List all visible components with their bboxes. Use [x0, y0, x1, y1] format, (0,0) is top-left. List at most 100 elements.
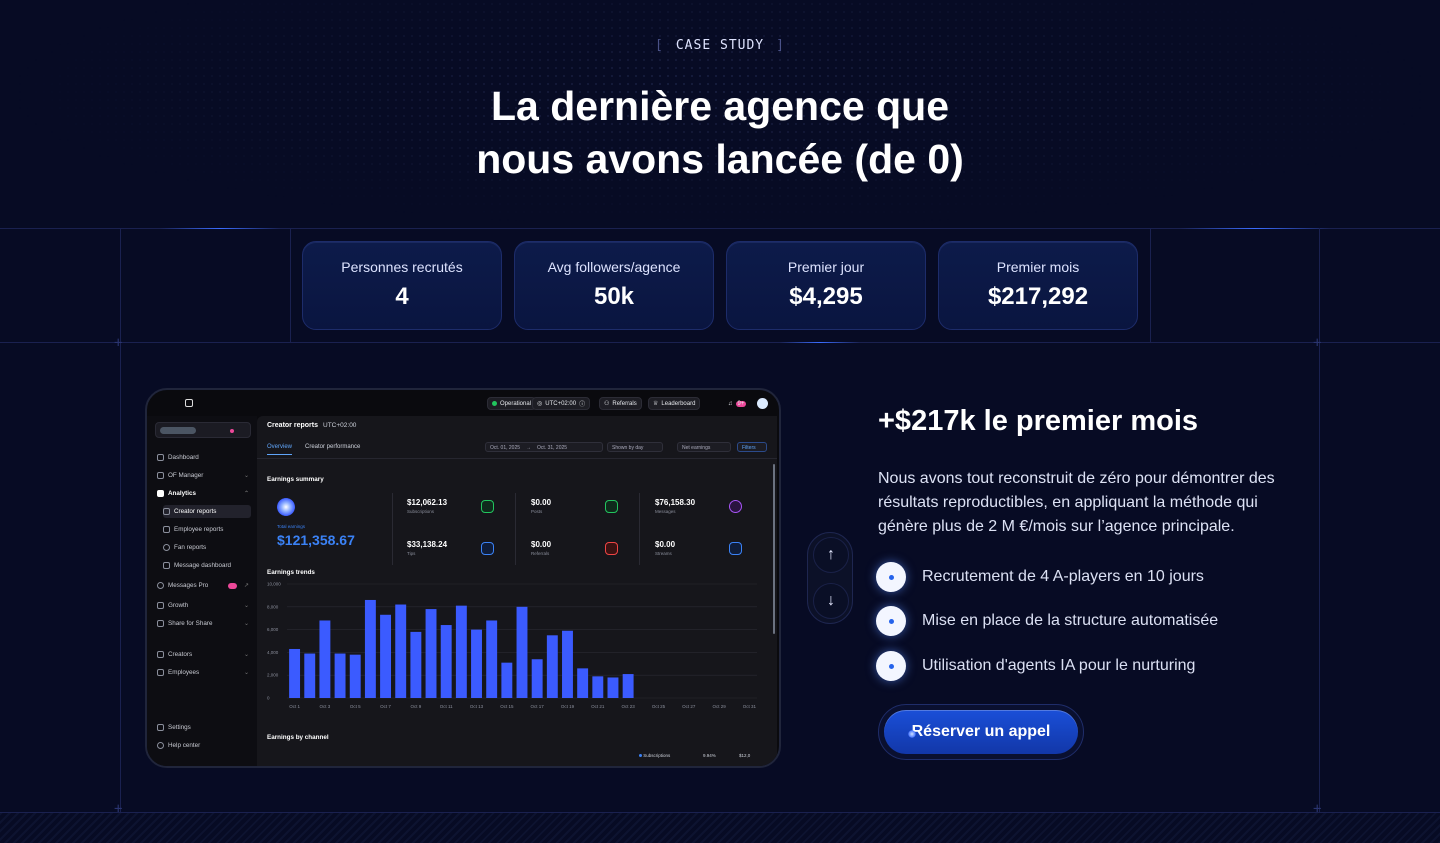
globe-icon: ◎	[537, 401, 543, 407]
series-dot-icon	[639, 754, 642, 757]
chart-bar[interactable]	[486, 620, 498, 698]
book-call-button[interactable]: Réserver un appel	[884, 710, 1078, 754]
avatar[interactable]	[757, 398, 768, 409]
chart-bar[interactable]	[304, 653, 316, 698]
chart-bar[interactable]	[289, 648, 301, 698]
scrollbar[interactable]	[773, 464, 775, 634]
panel-timezone: UTC+02:00	[323, 422, 357, 429]
chart-bar[interactable]	[334, 653, 346, 698]
chart-bar[interactable]	[607, 677, 619, 698]
filters-button[interactable]: Filters	[737, 442, 767, 452]
bottom-stripe-pattern	[0, 812, 1440, 843]
notifications-button[interactable]: ♫ 9+	[724, 397, 750, 410]
chart-bar[interactable]	[455, 605, 467, 698]
group-by-select[interactable]: Shown by day	[607, 442, 663, 452]
book-call-label: Réserver un appel	[911, 723, 1051, 740]
bullet-dot-icon	[876, 562, 906, 592]
timezone-button[interactable]: ◎ UTC+02:00 ⓘ	[532, 397, 591, 410]
sidebar-toggle-icon[interactable]	[185, 399, 193, 407]
sidebar-item-share-for-share[interactable]: Share for Share ⌄	[157, 617, 251, 630]
stat-label: Premier jour	[787, 259, 865, 275]
chart-bar[interactable]	[577, 668, 589, 698]
kpi-messages: $76,158.30 Messages	[655, 498, 750, 534]
metric-select[interactable]: Net earnings	[677, 442, 731, 452]
referrals-icon	[605, 542, 618, 555]
chart-bar[interactable]	[516, 606, 528, 698]
tab-creator-performance[interactable]: Creator performance	[305, 444, 361, 450]
sidebar-item-fan-reports[interactable]: Fan reports	[163, 541, 251, 554]
sidebar-item-label: OF Manager	[168, 472, 204, 479]
chart-bar[interactable]	[440, 625, 452, 698]
sidebar-item-message-dashboard[interactable]: Message dashboard	[163, 559, 251, 572]
carousel-nav: ↑ ↓	[807, 532, 853, 624]
chart-bar[interactable]	[546, 635, 558, 698]
sidebar-item-of-manager[interactable]: OF Manager ⌄	[157, 469, 251, 482]
earnings-orb-icon	[277, 498, 295, 516]
total-earnings-value: $121,358.67	[277, 532, 355, 548]
sidebar-item-messages-pro[interactable]: Messages Pro ↗	[157, 579, 251, 592]
chart-bar[interactable]	[319, 620, 331, 698]
arrow-down-button[interactable]: ↓	[813, 583, 849, 619]
plus-icon: +	[114, 335, 123, 351]
y-tick-label: 6,000	[267, 627, 279, 632]
bracket-close: ]	[776, 38, 785, 53]
chart-bar[interactable]	[425, 609, 437, 698]
chart-bar[interactable]	[364, 599, 376, 698]
tab-overview[interactable]: Overview	[267, 444, 293, 455]
glow-accent	[1180, 228, 1330, 229]
chart-bar[interactable]	[380, 614, 392, 698]
stat-card-first-day: Premier jour $4,295	[726, 241, 926, 330]
chevron-up-icon: ⌃	[243, 491, 249, 497]
chart-bar[interactable]	[592, 676, 604, 698]
chart-bar[interactable]	[562, 630, 573, 698]
stat-value: 50k	[593, 283, 635, 310]
divider-line	[392, 493, 393, 565]
stat-label: Premier mois	[996, 259, 1080, 275]
chart-bar[interactable]	[471, 629, 482, 698]
info-icon: ⓘ	[579, 402, 586, 408]
sidebar-item-analytics[interactable]: Analytics ⌃	[157, 487, 251, 500]
grid-icon	[157, 454, 164, 461]
sidebar-item-growth[interactable]: Growth ⌄	[157, 599, 251, 612]
sidebar-item-creator-reports[interactable]: Creator reports	[163, 505, 251, 518]
case-study-title: +$217k le premier mois	[878, 405, 1199, 437]
sidebar-item-label: Creators	[168, 651, 193, 658]
creators-icon	[157, 651, 164, 658]
list-item: Mise en place de la structure automatisé…	[876, 606, 1218, 636]
divider-line	[120, 228, 121, 813]
y-tick-label: 2,000	[267, 673, 279, 678]
reports-main-panel: Creator reports UTC+02:00 Overview Creat…	[257, 416, 777, 766]
chart-bar[interactable]	[501, 662, 513, 698]
trophy-icon: ♕	[653, 401, 659, 407]
date-range-picker[interactable]: Oct. 01, 2025 → Oct. 31, 2025	[485, 442, 603, 452]
sidebar-item-label: Dashboard	[168, 454, 199, 461]
referrals-label: Referrals	[612, 400, 637, 407]
sidebar-item-employee-reports[interactable]: Employee reports	[163, 523, 251, 536]
chevron-down-icon: ⌄	[243, 652, 249, 658]
divider-line	[0, 228, 1440, 229]
chart-bar[interactable]	[531, 659, 543, 698]
sidebar-item-dashboard[interactable]: Dashboard	[157, 451, 251, 464]
arrow-up-button[interactable]: ↑	[813, 537, 849, 573]
sidebar-item-label: Share for Share	[168, 620, 213, 627]
leaderboard-button[interactable]: ♕ Leaderboard	[648, 397, 701, 410]
kpi-label: Tips	[407, 551, 416, 556]
kpi-value: $0.00	[531, 498, 552, 507]
divider-line	[639, 493, 640, 565]
chart-bar[interactable]	[349, 654, 361, 698]
chart-bar[interactable]	[395, 604, 407, 698]
sidebar-item-label: Settings	[168, 724, 191, 731]
sidebar-item-settings[interactable]: Settings	[157, 721, 251, 734]
chart-bar[interactable]	[410, 631, 422, 698]
sidebar-item-employees[interactable]: Employees ⌄	[157, 666, 251, 679]
divider-line	[0, 342, 1440, 343]
account-switcher[interactable]	[155, 422, 251, 438]
bell-icon: ♫	[728, 400, 733, 407]
stat-card-first-month: Premier mois $217,292	[938, 241, 1138, 330]
sidebar-item-creators[interactable]: Creators ⌄	[157, 648, 251, 661]
chart-bar[interactable]	[622, 674, 634, 698]
kpi-value: $0.00	[531, 540, 552, 549]
sidebar-item-help-center[interactable]: Help center	[157, 739, 251, 752]
chevron-down-icon: ⌄	[243, 473, 249, 479]
referrals-button[interactable]: ⚇ Referrals	[599, 397, 642, 410]
